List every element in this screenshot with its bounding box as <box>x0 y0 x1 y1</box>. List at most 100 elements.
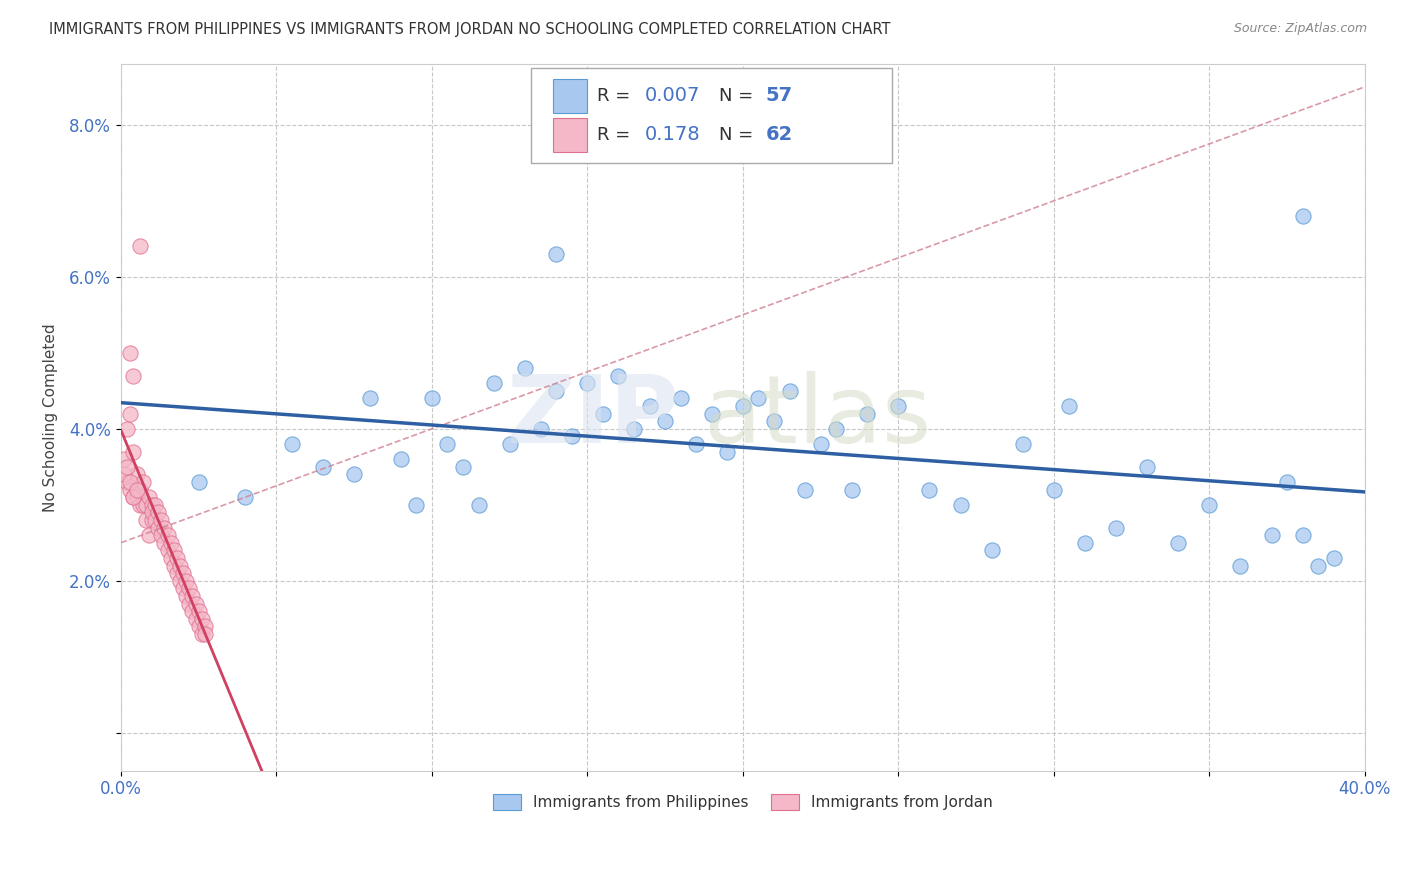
Point <box>148 520 170 534</box>
Point <box>163 558 186 573</box>
Text: R =: R = <box>598 87 637 105</box>
Point <box>181 589 204 603</box>
Point <box>546 384 568 398</box>
Point <box>159 550 181 565</box>
Point <box>184 612 207 626</box>
Point <box>120 475 142 489</box>
Point <box>654 414 676 428</box>
Point <box>810 437 832 451</box>
Text: 62: 62 <box>765 125 793 145</box>
Point <box>498 437 520 451</box>
Point <box>607 368 630 383</box>
Point <box>135 513 157 527</box>
Point <box>153 535 176 549</box>
Point <box>122 444 145 458</box>
Point <box>141 505 163 519</box>
Point <box>887 399 910 413</box>
Point <box>143 513 166 527</box>
Point <box>132 475 155 489</box>
Point <box>592 407 614 421</box>
Point <box>163 543 186 558</box>
Point <box>174 589 197 603</box>
Point <box>159 535 181 549</box>
Point <box>184 597 207 611</box>
Point <box>467 498 489 512</box>
Point <box>172 566 194 581</box>
Point <box>194 619 217 633</box>
Point <box>122 490 145 504</box>
Point <box>312 459 335 474</box>
Point <box>1291 528 1313 542</box>
Point <box>762 414 785 428</box>
Text: 0.007: 0.007 <box>644 87 700 105</box>
Point <box>794 483 817 497</box>
Point <box>181 604 204 618</box>
Text: IMMIGRANTS FROM PHILIPPINES VS IMMIGRANTS FROM JORDAN NO SCHOOLING COMPLETED COR: IMMIGRANTS FROM PHILIPPINES VS IMMIGRANT… <box>49 22 891 37</box>
Point <box>135 498 157 512</box>
Text: ZIP: ZIP <box>508 371 681 463</box>
Point <box>530 422 553 436</box>
Point <box>515 361 537 376</box>
Point <box>856 407 879 421</box>
FancyBboxPatch shape <box>553 118 588 152</box>
Point <box>120 483 142 497</box>
Text: N =: N = <box>720 126 759 144</box>
Point <box>281 437 304 451</box>
Point <box>1308 558 1330 573</box>
Point <box>156 528 179 542</box>
Legend: Immigrants from Philippines, Immigrants from Jordan: Immigrants from Philippines, Immigrants … <box>486 788 998 816</box>
Point <box>166 550 188 565</box>
Point <box>1074 535 1097 549</box>
Point <box>125 490 148 504</box>
Point <box>546 247 568 261</box>
Point <box>716 444 738 458</box>
Point <box>1198 498 1220 512</box>
Point <box>112 452 135 467</box>
Point <box>1260 528 1282 542</box>
Point <box>825 422 848 436</box>
Point <box>166 566 188 581</box>
Point <box>561 429 583 443</box>
Text: 0.178: 0.178 <box>644 125 700 145</box>
Point <box>138 490 160 504</box>
Point <box>731 399 754 413</box>
Text: R =: R = <box>598 126 637 144</box>
Point <box>1105 520 1128 534</box>
Text: 57: 57 <box>765 87 793 105</box>
Point <box>451 459 474 474</box>
Point <box>1043 483 1066 497</box>
Point <box>389 452 412 467</box>
Point <box>420 392 443 406</box>
FancyBboxPatch shape <box>553 78 588 112</box>
Point <box>779 384 801 398</box>
Point <box>436 437 458 451</box>
Point <box>138 528 160 542</box>
Point <box>148 505 170 519</box>
Text: N =: N = <box>720 87 759 105</box>
Point <box>115 422 138 436</box>
Y-axis label: No Schooling Completed: No Schooling Completed <box>44 323 58 512</box>
Point <box>120 407 142 421</box>
Point <box>150 513 173 527</box>
Point <box>918 483 941 497</box>
Point <box>841 483 863 497</box>
Point <box>156 543 179 558</box>
Point <box>623 422 645 436</box>
Point <box>172 582 194 596</box>
Point <box>194 627 217 641</box>
Point <box>179 597 201 611</box>
Point <box>700 407 723 421</box>
Point <box>576 376 599 391</box>
Point <box>187 619 209 633</box>
Point <box>150 528 173 542</box>
Point <box>482 376 505 391</box>
Point <box>191 612 214 626</box>
Point <box>141 498 163 512</box>
Point <box>1011 437 1033 451</box>
Point <box>125 483 148 497</box>
Point <box>174 574 197 588</box>
Point <box>359 392 381 406</box>
Point <box>115 459 138 474</box>
FancyBboxPatch shape <box>531 68 893 163</box>
Point <box>125 467 148 482</box>
